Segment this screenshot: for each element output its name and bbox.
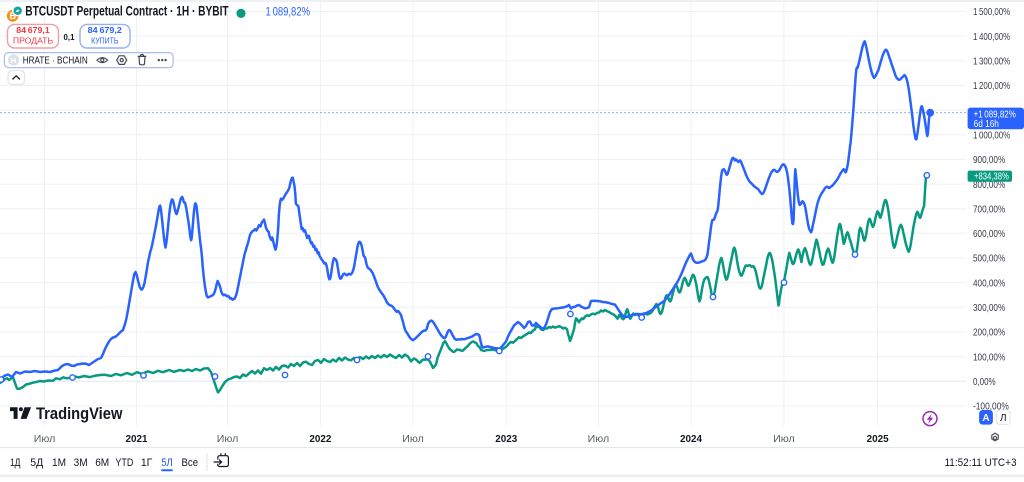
svg-text:84 679,2: 84 679,2 [88, 25, 122, 35]
svg-text:Все: Все [182, 457, 199, 469]
svg-text:2023: 2023 [495, 433, 517, 445]
svg-text:0,1: 0,1 [64, 32, 75, 42]
svg-text:А: А [982, 413, 989, 424]
svg-text:1 500,00%: 1 500,00% [973, 6, 1010, 18]
svg-text:Июл: Июл [217, 433, 239, 445]
svg-text:2022: 2022 [309, 433, 331, 445]
svg-text:ПРОДАТЬ: ПРОДАТЬ [13, 35, 54, 45]
svg-text:3М: 3М [74, 457, 88, 469]
svg-text:1 000,00%: 1 000,00% [973, 129, 1010, 141]
svg-text:400,00%: 400,00% [973, 277, 1005, 289]
svg-text:2025: 2025 [867, 433, 889, 445]
svg-text:5Д: 5Д [30, 457, 44, 469]
svg-text:Июл: Июл [402, 433, 424, 445]
svg-text:500,00%: 500,00% [973, 253, 1005, 265]
svg-text:1 300,00%: 1 300,00% [973, 56, 1010, 68]
svg-text:600,00%: 600,00% [973, 228, 1005, 240]
svg-text:B: B [9, 11, 16, 21]
svg-text:200,00%: 200,00% [973, 327, 1005, 339]
svg-text:HRATE · BCHAIN: HRATE · BCHAIN [23, 55, 88, 66]
svg-text:H: H [11, 56, 16, 65]
svg-text:100,00%: 100,00% [973, 351, 1005, 363]
svg-text:5Л: 5Л [161, 457, 173, 469]
svg-text:YTD: YTD [115, 457, 133, 469]
svg-text:6d 16h: 6d 16h [974, 119, 999, 130]
svg-text:11:52:11 UTC+3: 11:52:11 UTC+3 [945, 457, 1017, 469]
svg-text:+834,38%: +834,38% [974, 172, 1009, 183]
svg-text:TradingView: TradingView [36, 405, 123, 423]
svg-text:300,00%: 300,00% [973, 302, 1005, 314]
svg-text:1М: 1М [52, 457, 66, 469]
svg-text:1 089,82%: 1 089,82% [266, 6, 311, 18]
svg-text:2024: 2024 [680, 433, 702, 445]
svg-text:84 679,1: 84 679,1 [16, 25, 50, 35]
svg-text:1 400,00%: 1 400,00% [973, 31, 1010, 43]
svg-text:1 200,00%: 1 200,00% [973, 80, 1010, 92]
svg-text:700,00%: 700,00% [973, 203, 1005, 215]
svg-text:0,00%: 0,00% [973, 376, 996, 388]
svg-text:6М: 6М [95, 457, 109, 469]
svg-text:+1 089,82%: +1 089,82% [974, 110, 1016, 121]
svg-text:Июл: Июл [588, 433, 610, 445]
svg-text:1Г: 1Г [141, 457, 153, 469]
svg-text:Июл: Июл [773, 433, 795, 445]
svg-text:2021: 2021 [126, 433, 148, 445]
svg-text:1Д: 1Д [10, 457, 21, 469]
svg-text:Июл: Июл [34, 433, 56, 445]
svg-text:BTCUSDT Perpetual Contract · 1: BTCUSDT Perpetual Contract · 1H · BYBIT [25, 3, 229, 18]
svg-text:Л: Л [1000, 413, 1007, 424]
svg-text:900,00%: 900,00% [973, 154, 1005, 166]
svg-text:КУПИТЬ: КУПИТЬ [91, 35, 119, 45]
